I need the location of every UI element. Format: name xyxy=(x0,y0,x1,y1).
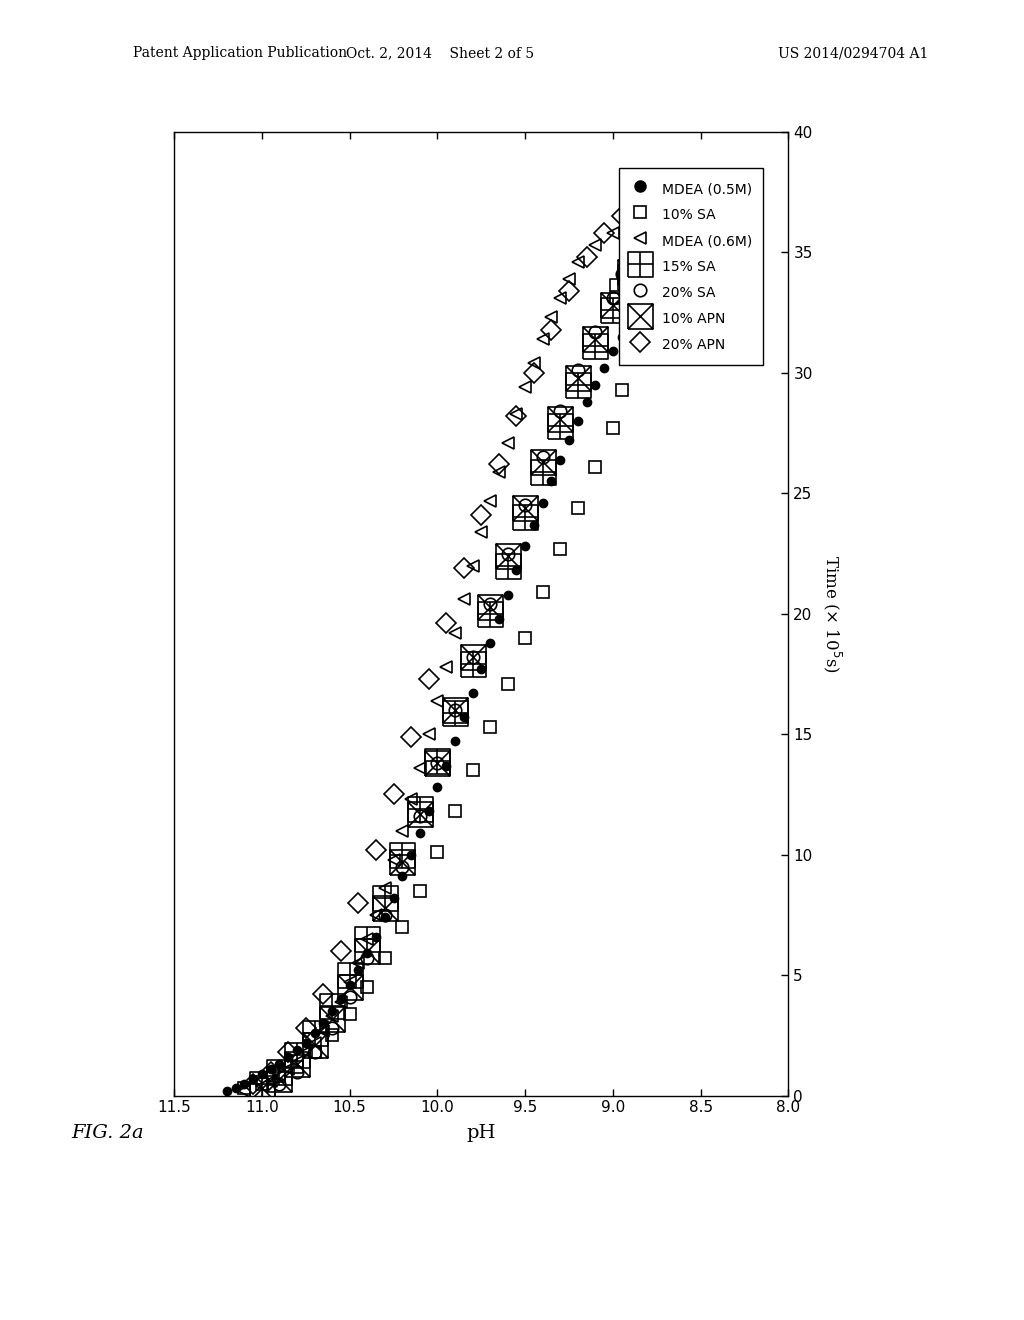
Legend: MDEA (0.5M), 10% SA, MDEA (0.6M), 15% SA, 20% SA, 10% APN, 20% APN: MDEA (0.5M), 10% SA, MDEA (0.6M), 15% SA… xyxy=(618,168,763,366)
Text: Oct. 2, 2014    Sheet 2 of 5: Oct. 2, 2014 Sheet 2 of 5 xyxy=(346,46,535,61)
X-axis label: pH: pH xyxy=(467,1123,496,1142)
Text: Patent Application Publication: Patent Application Publication xyxy=(133,46,347,61)
Text: FIG. 2a: FIG. 2a xyxy=(72,1123,144,1142)
Text: US 2014/0294704 A1: US 2014/0294704 A1 xyxy=(778,46,929,61)
Y-axis label: Time (× 10$^5$s): Time (× 10$^5$s) xyxy=(821,554,844,673)
